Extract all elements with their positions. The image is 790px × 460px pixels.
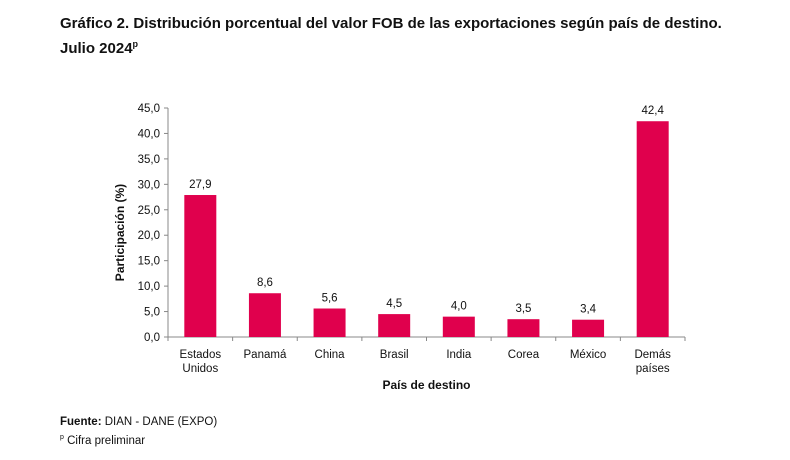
bar <box>442 316 475 337</box>
data-label: 4,0 <box>451 301 467 313</box>
note-line: p Cifra preliminar <box>60 434 146 447</box>
x-tick-label: México <box>570 349 606 361</box>
bar <box>313 308 346 337</box>
y-tick-label: 10,0 <box>138 281 160 293</box>
title-line-2: Julio 2024p <box>60 39 139 57</box>
y-tick-label: 20,0 <box>138 230 160 242</box>
y-tick-label: 0,0 <box>144 332 160 344</box>
chart-title: Gráfico 2. Distribución porcentual del v… <box>60 14 722 59</box>
x-tick-label: Brasil <box>380 349 409 361</box>
bar <box>378 314 411 337</box>
data-label: 3,5 <box>515 303 531 315</box>
x-tick-label: Unidos <box>182 363 218 375</box>
x-axis-title: País de destino <box>382 378 470 392</box>
y-axis-title: Participación (%) <box>113 184 127 281</box>
x-tick-label: países <box>636 363 670 375</box>
bar <box>184 195 217 337</box>
title-line-1: Gráfico 2. Distribución porcentual del v… <box>60 15 722 32</box>
y-tick-label: 40,0 <box>138 128 160 140</box>
y-tick-label: 25,0 <box>138 205 160 217</box>
bar <box>507 319 540 337</box>
x-tick-label: Demás <box>634 349 671 361</box>
data-label: 5,6 <box>322 293 338 305</box>
data-label: 8,6 <box>257 277 273 289</box>
x-tick-label: Corea <box>508 349 540 361</box>
y-tick-label: 45,0 <box>138 103 160 115</box>
x-tick-label: Estados <box>180 349 222 361</box>
x-tick-label: China <box>315 349 346 361</box>
data-label: 42,4 <box>641 105 664 117</box>
x-tick-label: India <box>446 349 472 361</box>
data-label: 3,4 <box>580 304 597 316</box>
footer: Fuente: DIAN - DANE (EXPO) p Cifra preli… <box>60 414 217 449</box>
data-label: 4,5 <box>386 298 402 310</box>
y-tick-label: 35,0 <box>138 154 160 166</box>
data-label: 27,9 <box>189 179 211 191</box>
bar <box>572 319 605 337</box>
y-tick-label: 5,0 <box>144 307 160 319</box>
y-tick-label: 30,0 <box>138 179 160 191</box>
source-line: Fuente: DIAN - DANE (EXPO) <box>60 416 218 428</box>
y-tick-label: 15,0 <box>138 256 160 268</box>
bar <box>248 293 281 337</box>
bar <box>636 121 669 337</box>
x-tick-label: Panamá <box>244 349 287 361</box>
